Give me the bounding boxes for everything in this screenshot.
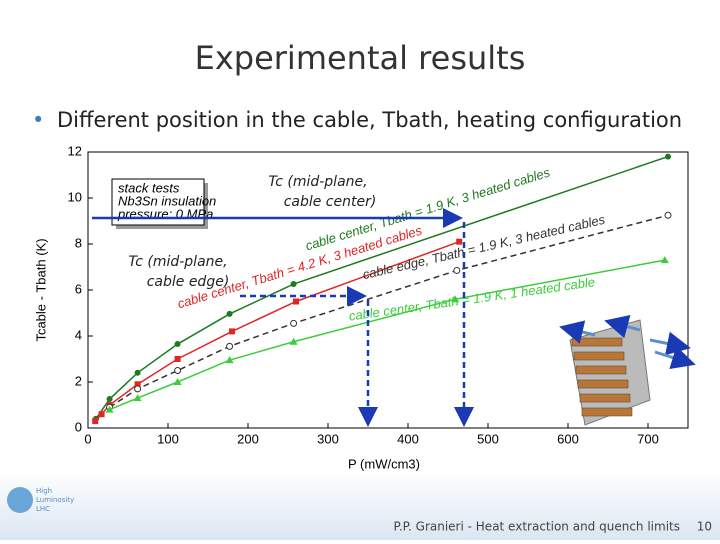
x-axis-label: P (mW/cm3) — [348, 456, 420, 471]
y-tick-label: 0 — [75, 419, 82, 434]
point — [134, 381, 141, 388]
point — [293, 298, 299, 305]
point — [290, 319, 298, 327]
y-tick-label: 4 — [75, 327, 82, 342]
y-axis-label: Tcable - Tbath (K) — [33, 238, 48, 341]
point — [92, 418, 99, 425]
x-tick-label: 400 — [397, 431, 419, 446]
point — [226, 342, 234, 350]
annotation: Tc (mid-plane, — [128, 254, 227, 270]
x-tick-label: 100 — [157, 431, 179, 446]
logo-text: LHC — [36, 505, 50, 513]
annotation: Tc (mid-plane, — [268, 174, 367, 190]
point — [225, 356, 234, 364]
y-tick-label: 10 — [68, 189, 82, 204]
legend-text: Nb3Sn insulation — [118, 193, 216, 208]
point — [134, 385, 142, 393]
point — [290, 281, 297, 288]
y-tick-label: 12 — [68, 143, 82, 158]
cable-image — [559, 315, 696, 426]
point — [174, 341, 181, 348]
series-label: cable center, Tbath = 1.9 K, 1 heated ca… — [348, 274, 596, 323]
slide-title: Experimental results — [195, 39, 526, 77]
footer-band — [0, 470, 720, 540]
x-tick-label: 200 — [237, 431, 259, 446]
footer-text: P.P. Granieri - Heat extraction and quen… — [393, 520, 680, 534]
x-tick-label: 0 — [84, 431, 91, 446]
point — [229, 328, 235, 335]
point — [665, 153, 671, 160]
point — [98, 411, 105, 418]
point — [133, 394, 142, 402]
x-tick-label: 500 — [477, 431, 499, 446]
point — [174, 367, 182, 374]
tc-arrows — [92, 208, 474, 427]
point — [226, 310, 233, 317]
x-tick-label: 700 — [637, 431, 659, 446]
bullet-text: Different position in the cable, Tbath, … — [57, 108, 682, 132]
point — [451, 295, 460, 303]
point — [453, 266, 461, 274]
annotation: cable center) — [284, 194, 377, 210]
bullet-dot: • — [32, 108, 44, 132]
point — [174, 356, 181, 362]
point — [660, 256, 669, 264]
annotation: cable edge) — [147, 274, 230, 290]
x-tick-label: 600 — [557, 431, 579, 446]
point — [106, 396, 113, 403]
point — [173, 378, 182, 385]
page-number: 10 — [697, 520, 712, 534]
point — [664, 211, 672, 219]
y-tick-label: 2 — [75, 373, 82, 388]
logo-mark — [7, 487, 33, 513]
point — [289, 337, 298, 345]
x-tick-label: 300 — [317, 431, 339, 446]
y-tick-label: 6 — [75, 281, 82, 296]
legend-text: stack tests — [118, 180, 180, 195]
y-tick-label: 8 — [75, 235, 82, 250]
point — [105, 405, 114, 413]
point — [134, 369, 141, 376]
point — [456, 238, 463, 245]
logo-text: Luminosity — [36, 496, 74, 504]
logo-text: High — [36, 487, 52, 495]
